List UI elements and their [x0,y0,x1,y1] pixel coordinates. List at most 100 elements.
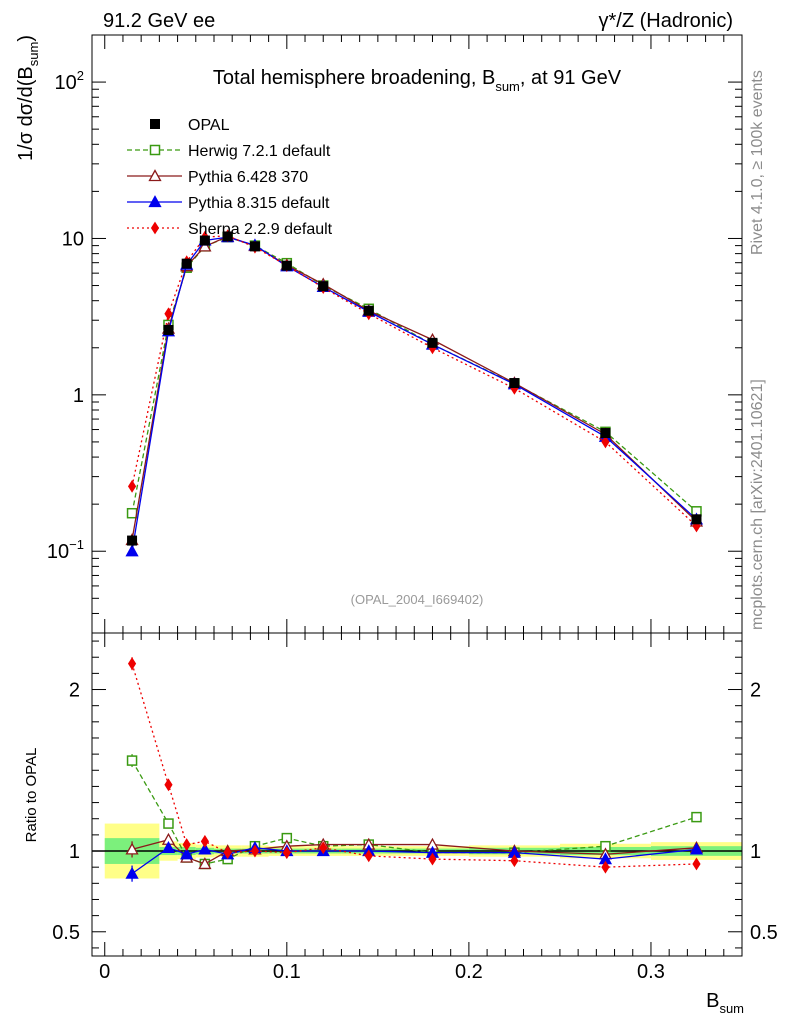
ratio-plot-area [92,657,742,882]
main-series-2-point [125,544,139,557]
ratio-series-3-point [250,844,260,858]
ratio-series-2-point [198,842,212,855]
main-y-tick-label-base: 10 [47,541,69,563]
opal-point [163,324,174,335]
legend-label: Pythia 8.315 default [188,195,330,212]
ratio-series-3-point [510,854,519,868]
ratio-series-2-point [180,847,194,860]
opal-point [427,337,438,348]
x-tick-label: 0.1 [273,961,301,983]
ratio-series-3-point [428,852,437,866]
main-y-tick-label: 10 [62,228,84,250]
x-axis-label: Bsum [706,990,744,1016]
x-tick-label: 0.3 [637,961,665,983]
header-right: γ*/Z (Hadronic) [599,10,733,32]
ratio-y-tick-label: 0.5 [52,922,80,944]
ratio-series-3-point [319,841,328,855]
x-tick-label: 0 [99,961,110,983]
main-y-tick-label: 1 [73,385,84,407]
opal-point [199,235,210,246]
ratio-series-1-point [125,842,139,855]
main-y-label: 1/σ dσ/d(Bsum) [15,35,41,161]
main-y-tick-label-base: 10 [55,72,77,94]
ratio-series-0-point [163,818,174,829]
main-title-text: Total hemisphere broadening, B [213,67,495,89]
opal-point [249,241,260,252]
ratio-series-0-point [126,755,138,766]
main-series-3-point [601,435,610,449]
opal-point [509,378,520,389]
ratio-series-2-point [689,842,704,855]
main-y-tick-label: 10−1 [47,537,84,563]
ratio-series-3-point [164,778,173,792]
main-y-label-text: 1/σ dσ/d(B [15,66,37,161]
x-axis-label-text: B [706,990,719,1012]
main-series-2-line [131,236,697,552]
ratio-series-2-point [125,866,139,879]
ratio-y-tick-label: 1 [69,841,80,863]
ratio-panel: 0.5 0.5 1 1 2 2 0 0.1 0.2 0.3 Ratio to OPAL Bsum [23,632,778,1016]
legend-label: Sherpa 2.2.9 default [188,221,333,238]
legend-marker [150,221,160,235]
main-title-suffix: , at 91 GeV [520,67,622,89]
opal-point [281,260,292,271]
main-series-1-line [131,235,697,541]
main-series-0-point [126,507,138,519]
ratio-y-tick-label-right: 2 [750,680,761,702]
main-plot-area [125,229,704,557]
main-series-3-line [131,235,697,527]
x-axis-label-sub: sum [719,1001,744,1016]
rivet-label: Rivet 4.1.0, ≥ 100k events [749,70,766,255]
ratio-y-tick-label: 2 [69,680,80,702]
analysis-tag: (OPAL_2004_I669402) [351,592,484,607]
main-series-1-point [198,239,212,252]
ratio-series-3-point [223,846,232,860]
ratio-series-3-point [127,657,137,671]
ratio-y-tick-label-right: 0.5 [750,922,778,944]
main-series-0-line [131,236,697,514]
ratio-axes: 0.5 0.5 1 1 2 2 0 0.1 0.2 0.3 [52,633,778,983]
opal-point [127,535,138,546]
opal-point [318,281,329,292]
ratio-series-3-point [364,849,373,863]
ratio-y-label: Ratio to OPAL [23,748,40,843]
opal-point [363,305,374,316]
legend-marker [149,144,161,156]
legend-marker [150,119,160,129]
ratio-series-1-point [198,857,212,870]
main-y-tick-label: 102 [55,68,84,94]
legend: OPAL Herwig 7.2.1 default Pythia 6.428 370… [127,117,333,238]
ratio-series-2-point [161,840,176,853]
main-title-sub: sum [495,79,520,94]
ratio-series-3-point [282,846,291,860]
opal-point [600,428,611,439]
ratio-y-tick-label-right: 1 [750,841,761,863]
mcplots-label: mcplots.cern.ch [arXiv:2401.10621] [749,379,766,630]
main-y-tick-label-exp: −1 [69,537,84,552]
legend-label: Pythia 6.428 370 [188,169,308,186]
legend-marker [148,169,162,182]
opal-point [222,231,233,242]
main-series-3-point [164,307,173,321]
main-y-label-sub: sum [26,42,41,67]
legend-label: Herwig 7.2.1 default [188,143,331,160]
ratio-series-3-point [200,834,209,848]
ratio-series-3-point [692,857,701,871]
ratio-series-3-line [131,663,697,868]
opal-point [181,258,192,269]
main-y-label-suffix: ) [15,35,37,42]
ratio-series-0-point [691,811,702,823]
opal-point [691,514,702,525]
main-title: Total hemisphere broadening, Bsum, at 91… [213,67,622,94]
header-left: 91.2 GeV ee [103,10,215,32]
main-y-tick-label-exp: 2 [77,68,84,83]
legend-marker [148,195,162,208]
ratio-frame [91,632,743,957]
ratio-series-3-point [601,860,610,874]
legend-label: OPAL [188,117,230,134]
x-tick-label: 0.2 [455,961,483,983]
main-series-3-point [127,479,137,493]
